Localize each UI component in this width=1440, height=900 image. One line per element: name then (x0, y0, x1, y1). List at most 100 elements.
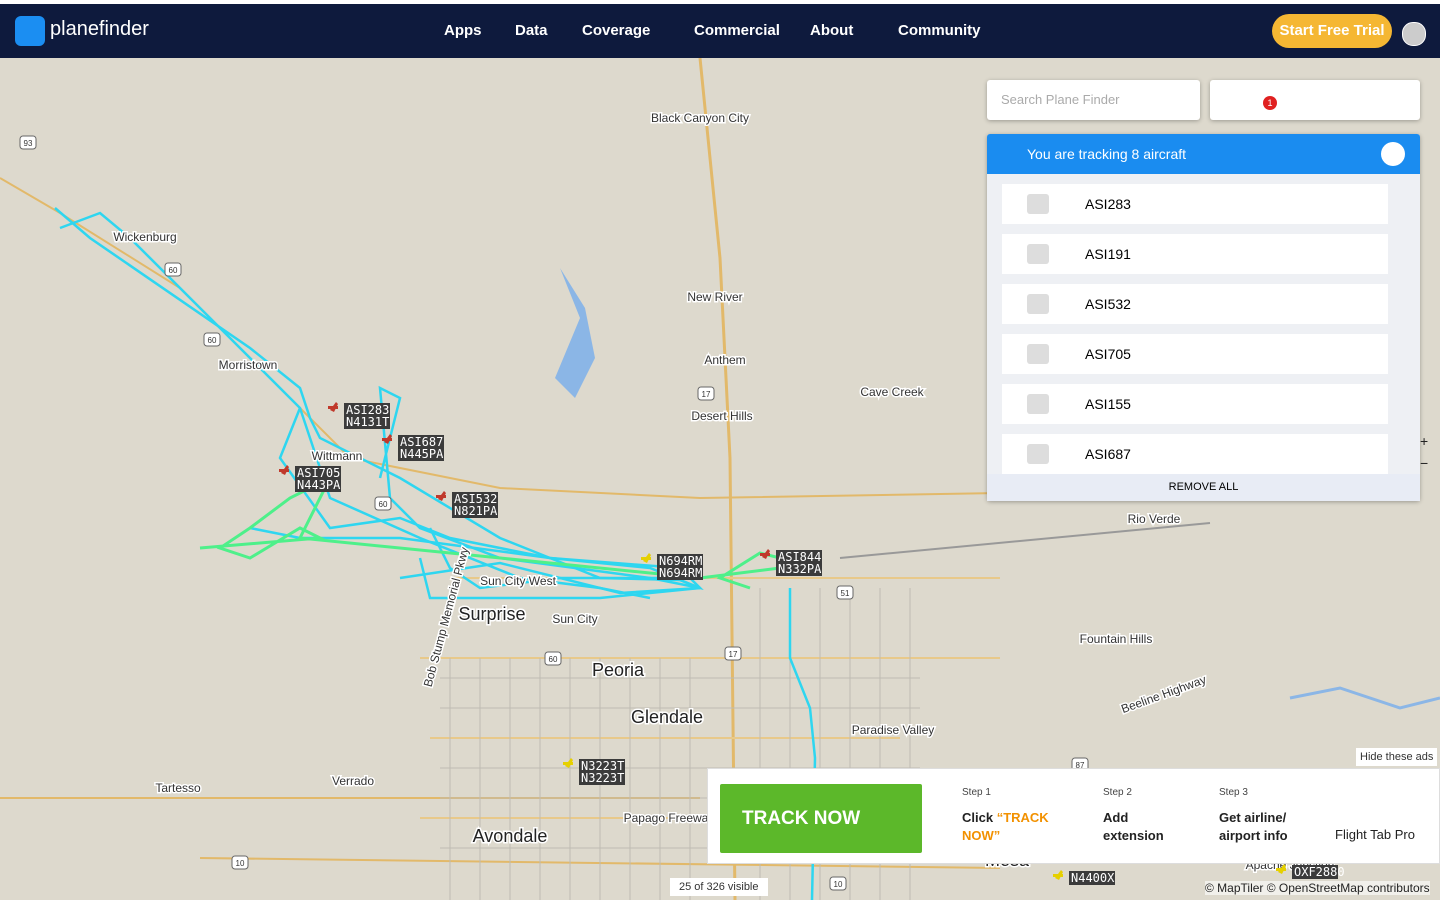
tracked-aircraft[interactable]: ASI155 (1002, 384, 1388, 424)
road-shield (836, 585, 854, 600)
aircraft-icon (760, 549, 770, 559)
road-shield (544, 651, 562, 666)
aircraft-icon (1053, 870, 1063, 880)
aircraft-label: N445PA (400, 447, 444, 461)
aircraft-label: ASI532 (454, 492, 497, 506)
road-number: 10 (834, 880, 843, 889)
place-label: Desert Hills (691, 409, 752, 423)
road-number: 60 (169, 266, 178, 275)
place-label: Black Canyon City (651, 111, 749, 125)
step-text: Get airline/ airport info (1219, 810, 1288, 843)
tracked-aircraft[interactable]: ASI705 (1002, 334, 1388, 374)
place-label: New River (687, 290, 742, 304)
aircraft-label-bg (1069, 871, 1115, 885)
place-label: Sun City (552, 612, 597, 626)
ad-banner: TRACK NOW Step 1 Click “TRACK NOW” Step … (707, 768, 1440, 864)
road-shield (203, 332, 221, 347)
road-number: 93 (24, 139, 33, 148)
aircraft-icon (328, 402, 338, 412)
nav-link[interactable]: Commercial (694, 22, 780, 39)
nav-link[interactable]: Data (515, 22, 548, 39)
zoom-in[interactable]: + (1420, 433, 1429, 449)
header: planefinder Start Free Trial Apps Data Cov… (0, 4, 1440, 58)
remove-all[interactable]: REMOVE ALL (987, 474, 1420, 501)
aircraft-label-bg (1292, 865, 1338, 879)
aircraft-label: ASI705 (297, 466, 340, 480)
road-number: 17 (702, 390, 711, 399)
street-grid (440, 588, 920, 900)
road-shield (697, 386, 715, 401)
place-label: Wittmann (312, 449, 363, 463)
place-label: Peoria (592, 660, 645, 680)
place-label: Wickenburg (113, 230, 176, 244)
filter-badge: 1 (1263, 96, 1277, 110)
aircraft-icon (1027, 394, 1049, 414)
aircraft-label: ASI283 (346, 403, 389, 417)
nav-link[interactable]: Coverage (582, 22, 651, 39)
road-number: 51 (841, 589, 850, 598)
tracking-title[interactable]: You are tracking 8 aircraft (987, 134, 1420, 174)
place-label: Papago Freeway (624, 811, 715, 825)
step-label: Step 1 (962, 787, 991, 798)
road-number: 60 (208, 336, 217, 345)
road-number: 87 (1076, 761, 1085, 770)
place-label: Avondale (473, 826, 548, 846)
tracked-aircraft[interactable]: ASI283 (1002, 184, 1388, 224)
avatar[interactable] (1402, 22, 1426, 46)
road-shield (829, 876, 847, 891)
road-number: 17 (729, 650, 738, 659)
place-label: Surprise (458, 604, 525, 624)
place-label: Fountain Hills (1080, 632, 1153, 646)
toolbar: 1 (1210, 80, 1420, 120)
step-highlight: “TRACK NOW” (962, 810, 1049, 843)
aircraft-icon (436, 491, 446, 501)
aircraft-label: N332PA (778, 562, 822, 576)
tracked-aircraft[interactable]: ASI687 (1002, 434, 1388, 474)
brand[interactable]: planefinder (50, 18, 149, 40)
aircraft-label: N443PA (297, 478, 341, 492)
cta-button[interactable]: Start Free Trial (1272, 14, 1392, 48)
aircraft-label-bg (398, 435, 444, 461)
aircraft-icon (382, 434, 392, 444)
step-text: Add extension (1103, 810, 1164, 843)
close-button[interactable] (1381, 142, 1405, 166)
road-number: 60 (549, 655, 558, 664)
road-shield (231, 855, 249, 870)
aircraft-label-bg (657, 554, 703, 580)
place-label: Sun City West (480, 574, 556, 588)
place-label: Tartesso (155, 781, 201, 795)
aircraft-label-bg (344, 403, 390, 429)
nav-link[interactable]: Apps (444, 22, 482, 39)
nav-link[interactable]: About (810, 22, 854, 39)
place-label: Paradise Valley (852, 723, 935, 737)
aircraft-label-bg (295, 466, 341, 492)
hide-ads[interactable]: Hide these ads (1356, 748, 1438, 766)
road-number: 10 (236, 859, 245, 868)
aircraft-label-bg (579, 759, 625, 785)
tracked-aircraft[interactable]: ASI532 (1002, 284, 1388, 324)
aircraft-icon (563, 758, 573, 768)
aircraft-label: ASI844 (778, 550, 821, 564)
lake (555, 268, 595, 398)
step-label: Step 3 (1219, 787, 1248, 798)
aircraft-icon (1027, 194, 1049, 214)
step-text: Click “TRACK NOW” (962, 809, 1072, 845)
aircraft-icon (1027, 344, 1049, 364)
zoom-controls: + − (1420, 430, 1428, 474)
road-shield (724, 646, 742, 661)
search-box[interactable]: Search Plane Finder (987, 80, 1200, 120)
logo[interactable] (15, 16, 45, 46)
aircraft-label-bg (776, 550, 822, 576)
tracked-aircraft[interactable]: ASI191 (1002, 234, 1388, 274)
ad-brand[interactable]: Flight Tab Pro (1335, 827, 1415, 842)
tracking-panel: You are tracking 8 aircraft REMOVE ALL A… (987, 134, 1420, 501)
zoom-out[interactable]: − (1420, 455, 1429, 471)
nav-link[interactable]: Community (898, 22, 981, 39)
road-shield (19, 135, 37, 150)
track-now-button[interactable]: TRACK NOW (720, 784, 922, 853)
aircraft-label: N3223T (581, 759, 624, 773)
aircraft-label-bg (452, 492, 498, 518)
road-shield (164, 262, 182, 277)
aircraft-icon (641, 553, 651, 563)
aircraft-label: OXF2880 (1294, 865, 1345, 879)
